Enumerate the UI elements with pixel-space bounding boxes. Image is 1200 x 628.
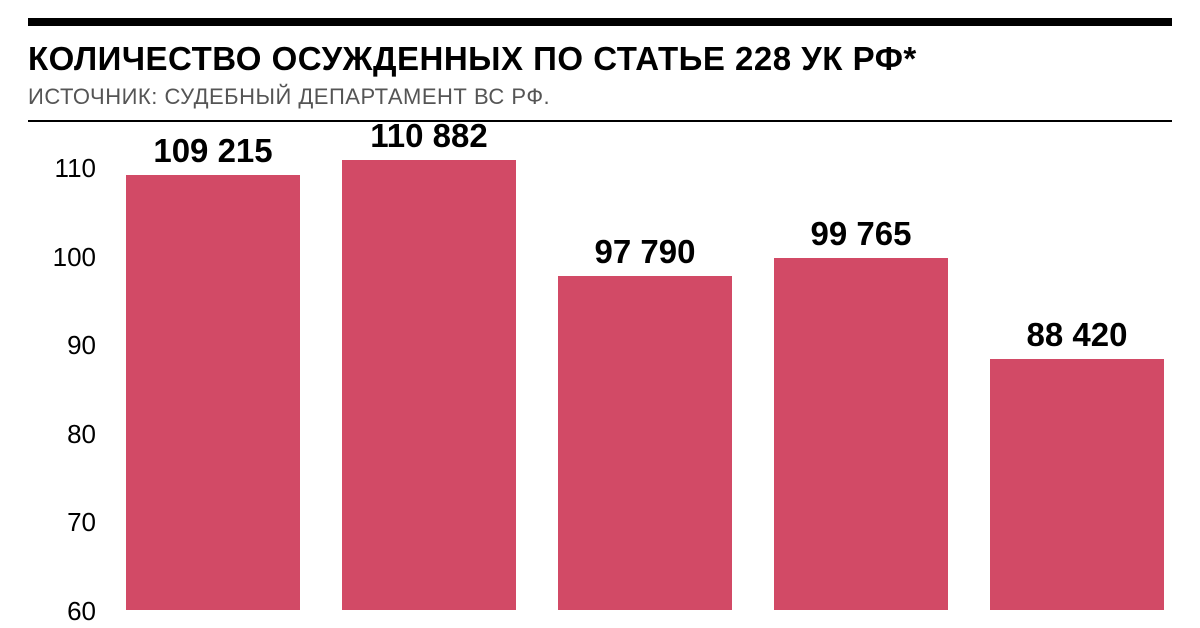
y-axis-tick-label: 60: [28, 596, 96, 627]
chart-title: КОЛИЧЕСТВО ОСУЖДЕННЫХ ПО СТАТЬЕ 228 УК Р…: [28, 40, 1172, 78]
bar-value-label: 99 765: [754, 215, 968, 253]
chart-subtitle: ИСТОЧНИК: СУДЕБНЫЙ ДЕПАРТАМЕНТ ВС РФ.: [28, 84, 1172, 110]
bar-value-label: 88 420: [970, 316, 1184, 354]
y-axis-tick-label: 100: [28, 242, 96, 273]
bar: [126, 175, 300, 610]
y-axis-tick-label: 80: [28, 419, 96, 450]
y-axis-tick-label: 70: [28, 507, 96, 538]
top-rule: [28, 18, 1172, 26]
chart-plot-area: 60708090100110109 215110 88297 79099 765…: [28, 122, 1172, 610]
bar: [342, 160, 516, 610]
bar: [990, 359, 1164, 610]
chart-container: КОЛИЧЕСТВО ОСУЖДЕННЫХ ПО СТАТЬЕ 228 УК Р…: [0, 0, 1200, 628]
bar: [558, 276, 732, 610]
bar-value-label: 110 882: [322, 117, 536, 155]
y-axis-tick-label: 90: [28, 330, 96, 361]
bar-value-label: 97 790: [538, 233, 752, 271]
bar-value-label: 109 215: [106, 132, 320, 170]
y-axis-tick-label: 110: [28, 153, 96, 184]
bar: [774, 258, 948, 610]
